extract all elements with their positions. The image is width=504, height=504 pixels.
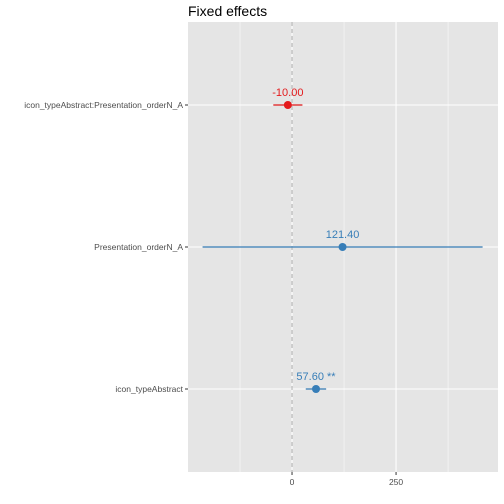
- estimate-point: [338, 243, 347, 251]
- x-tick-label: 0: [290, 477, 295, 487]
- estimate-point: [283, 101, 292, 109]
- chart-title: Fixed effects: [188, 3, 267, 19]
- x-tick-label: 250: [389, 477, 403, 487]
- y-axis: icon_typeAbstract:Presentation_orderN_A P…: [24, 100, 188, 394]
- y-tick-label: icon_typeAbstract: [115, 384, 183, 394]
- estimate-label: 121.40: [326, 229, 360, 241]
- y-tick-label: icon_typeAbstract:Presentation_orderN_A: [24, 100, 183, 110]
- y-tick-label: Presentation_orderN_A: [94, 242, 183, 252]
- x-axis: 0 250: [290, 472, 403, 487]
- estimate-label: 57.60 **: [296, 371, 336, 383]
- data-marks: -10.00 121.40 57.60 **: [202, 87, 483, 393]
- estimate-point: [311, 385, 320, 393]
- estimate-label: -10.00: [272, 87, 303, 99]
